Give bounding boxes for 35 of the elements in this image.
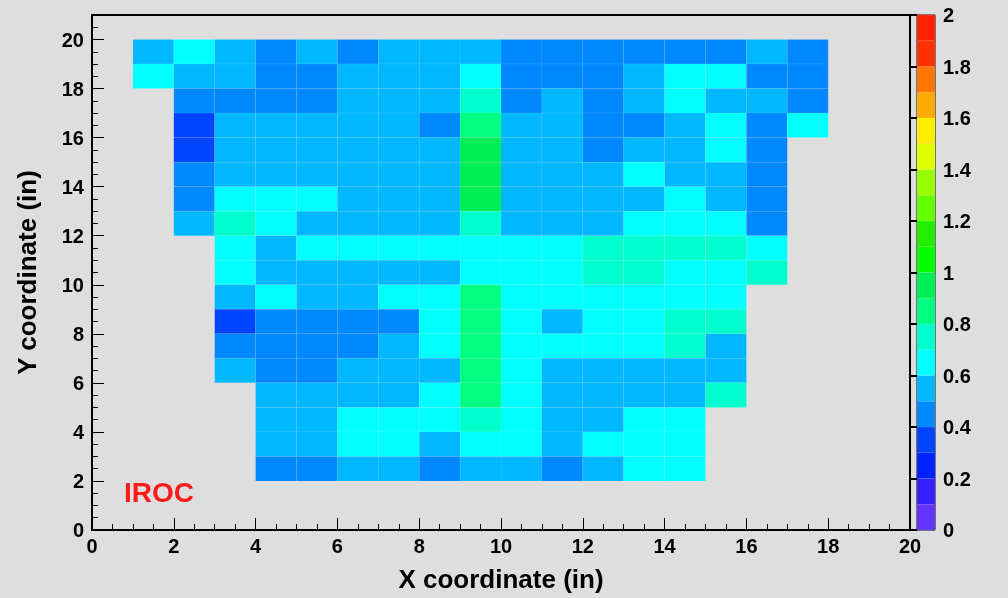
color-bar-label: 0 — [943, 519, 955, 541]
y-tick-label: 20 — [61, 28, 84, 51]
y-tick-label: 14 — [61, 175, 85, 198]
y-tick-label: 8 — [72, 322, 84, 345]
color-bar-label: 1.2 — [943, 210, 971, 232]
y-tick-label: 10 — [61, 273, 84, 296]
x-tick-label: 6 — [331, 535, 343, 557]
x-tick-label: 10 — [489, 535, 513, 557]
y-tick-label: 18 — [61, 77, 84, 100]
x-tick-label: 12 — [571, 535, 594, 557]
x-axis-title: X coordinate (in) — [398, 564, 604, 594]
color-bar-label: 1.6 — [943, 107, 971, 129]
color-bar-label: 0.4 — [943, 416, 972, 438]
color-bar-label: 1 — [943, 261, 955, 284]
color-bar-label: 0.6 — [943, 364, 971, 387]
x-tick-label: 14 — [653, 535, 677, 557]
y-tick-label: 0 — [72, 519, 84, 541]
y-tick-label: 6 — [72, 371, 84, 394]
color-bar-label: 1.4 — [943, 158, 972, 181]
y-tick-label: 16 — [61, 126, 84, 149]
annotation: IROC — [124, 476, 194, 508]
color-bar-label: 0.8 — [943, 313, 971, 335]
x-tick-label: 20 — [898, 535, 922, 557]
color-bar-label: 1.8 — [943, 55, 971, 78]
x-tick-label: 16 — [735, 535, 758, 557]
color-bar-label: 2 — [943, 4, 955, 26]
y-axis-title: Y coordinate (in) — [12, 170, 42, 375]
x-tick-label: 8 — [413, 535, 425, 557]
y-tick-label: 4 — [72, 420, 85, 443]
x-tick-label: 2 — [168, 535, 180, 557]
x-tick-label: 4 — [250, 535, 263, 557]
x-tick-label: 18 — [817, 535, 840, 557]
color-bar-label: 0.2 — [943, 467, 971, 490]
y-tick-label: 2 — [72, 469, 84, 492]
y-tick-label: 12 — [61, 224, 84, 247]
